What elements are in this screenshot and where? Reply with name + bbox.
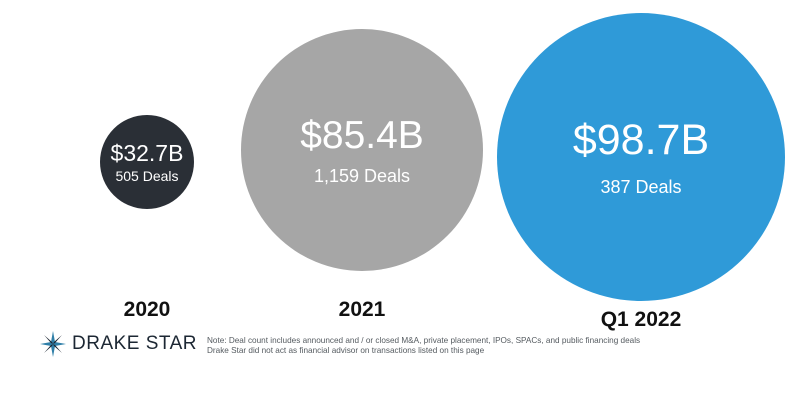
year-label: Q1 2022 — [600, 308, 682, 331]
bubble-q1-2022: $98.7B 387 Deals — [497, 13, 785, 301]
star-icon — [40, 331, 66, 357]
bubble-2021: $85.4B 1,159 Deals — [241, 29, 483, 271]
bubble-deals-label: 1,159 Deals — [313, 165, 411, 186]
footnote-line-1: Note: Deal count includes announced and … — [207, 336, 641, 345]
footnote: Note: Deal count includes announced and … — [207, 336, 767, 357]
bubble-deals-label: 387 Deals — [600, 176, 682, 197]
year-label: 2021 — [338, 298, 386, 321]
year-label: 2020 — [123, 298, 171, 321]
drake-star-logo: DRAKE STAR — [40, 329, 197, 359]
bubble-value-label: $32.7B — [110, 139, 184, 166]
logo-text: DRAKE STAR — [72, 333, 198, 354]
bubble-2020: $32.7B 505 Deals — [100, 115, 194, 209]
bubble-deals-label: 505 Deals — [115, 167, 179, 184]
bubble-value-label: $98.7B — [572, 115, 710, 164]
footnote-line-2: Drake Star did not act as financial advi… — [207, 346, 485, 356]
bubble-value-label: $85.4B — [300, 113, 424, 157]
